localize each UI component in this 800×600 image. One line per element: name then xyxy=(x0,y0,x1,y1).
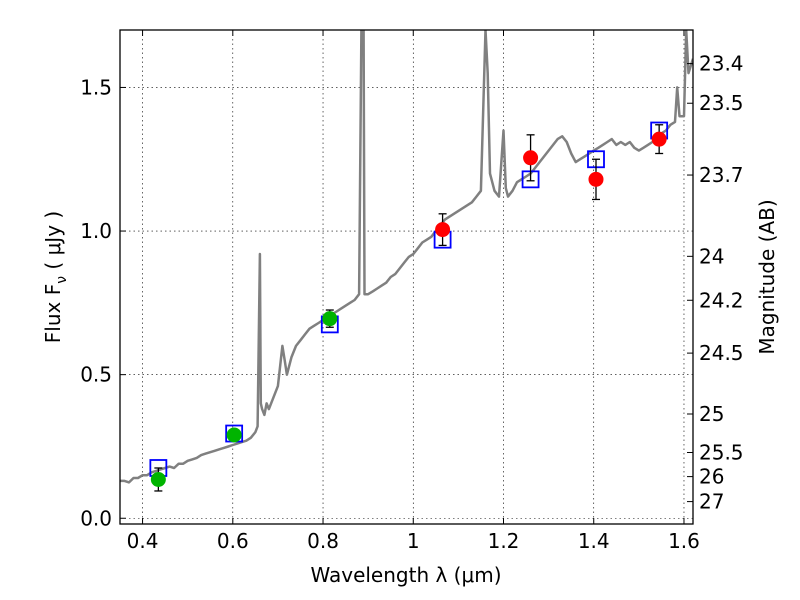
y-tick-label: 0.0 xyxy=(80,506,112,530)
observed-point xyxy=(322,311,338,327)
y2-tick-label: 23.7 xyxy=(699,163,744,187)
x-tick-label: 1.6 xyxy=(668,529,700,553)
y2-tick-label: 27 xyxy=(699,490,724,514)
plot-area xyxy=(120,30,693,492)
observed-point xyxy=(523,150,539,166)
ticks xyxy=(120,30,693,524)
y2-tick-label: 23.4 xyxy=(699,52,744,76)
observed-point xyxy=(651,131,667,147)
y-axis-label: Flux Fν ( μJy ) xyxy=(41,211,70,343)
y2-axis-label: Magnitude (AB) xyxy=(755,199,779,354)
x-axis-label: Wavelength λ (μm) xyxy=(310,563,501,587)
x-tick-label: 1.2 xyxy=(488,529,520,553)
y-axis-label-suffix: ( μJy ) xyxy=(41,211,65,276)
y-axis-label-prefix: Flux F xyxy=(41,284,65,343)
x-tick-label: 0.6 xyxy=(217,529,249,553)
observed-point xyxy=(588,171,604,187)
y2-tick-label: 23.5 xyxy=(699,91,744,115)
y-tick-label: 1.5 xyxy=(80,75,112,99)
observed-point xyxy=(226,427,242,443)
x-tick-label: 1 xyxy=(407,529,420,553)
y2-tick-label: 24.5 xyxy=(699,341,744,365)
y-tick-label: 1.0 xyxy=(80,219,112,243)
x-tick-label: 0.8 xyxy=(307,529,339,553)
y2-tick-label: 26 xyxy=(699,465,724,489)
y2-tick-label: 24 xyxy=(699,244,724,268)
observed-point xyxy=(150,471,166,487)
y2-tick-label: 24.2 xyxy=(699,288,744,312)
y-tick-label: 0.5 xyxy=(80,363,112,387)
x-tick-label: 1.4 xyxy=(578,529,610,553)
y2-tick-label: 25 xyxy=(699,402,724,426)
observed-point xyxy=(435,222,451,238)
plot-frame xyxy=(119,29,694,525)
y2-tick-label: 25.5 xyxy=(699,440,744,464)
tick-labels: 0.4 0.6 0.8 1 1.2 1.4 1.6 0.0 0.5 1.0 1.5 23.4 23.5 2… xyxy=(80,52,743,553)
y-axis-label-sub: ν xyxy=(54,276,70,284)
spectrum-line xyxy=(120,30,693,484)
x-tick-label: 0.4 xyxy=(127,529,159,553)
